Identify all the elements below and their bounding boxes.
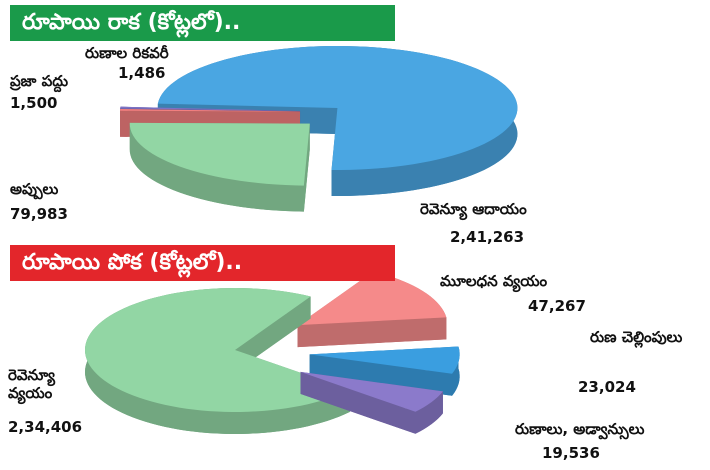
value-label: 1,486: [118, 64, 166, 82]
value-label: 2,34,406: [8, 418, 83, 436]
slice-cut: [309, 354, 453, 396]
slice: [129, 122, 310, 186]
slice: [157, 45, 518, 170]
value-label: 79,983: [10, 205, 68, 223]
slice: [297, 271, 447, 326]
slice-side: [129, 122, 304, 212]
chart-title: రూపాయి రాక (కోట్లలో)..: [10, 5, 395, 41]
value-label: 23,024: [578, 378, 636, 396]
slice-cut: [300, 371, 416, 434]
slice: [300, 371, 443, 412]
slice: [120, 106, 301, 112]
slice-label: ప్రజా పద్దు: [10, 72, 69, 90]
slice-label: రుణ చెల్లింపులు: [590, 328, 683, 346]
slice-label: రెవెన్యూ వ్యయం: [8, 366, 55, 402]
slice: [85, 288, 350, 412]
value-label: 1,500: [10, 94, 58, 112]
slice-cut: [235, 296, 311, 372]
slice-cut: [297, 317, 447, 348]
slice-label: అప్పులు: [10, 180, 59, 198]
slice-label: మూలధన వ్యయం: [440, 272, 548, 290]
slice-side: [85, 288, 350, 434]
slice-side: [452, 346, 460, 396]
slice: [309, 346, 460, 374]
slice-label: రుణాల రికవరీ: [85, 44, 169, 62]
slice-label: రెవెన్యూ ఆదాయం: [420, 200, 527, 218]
slice: [120, 108, 301, 112]
chart-title: రూపాయి పోక (కోట్లలో)..: [10, 245, 395, 281]
slice-label: రుణాలు, అడ్వాన్సులు: [515, 420, 645, 438]
value-label: 47,267: [528, 297, 586, 315]
value-label: 19,536: [542, 444, 600, 462]
value-label: 2,41,263: [450, 228, 525, 246]
